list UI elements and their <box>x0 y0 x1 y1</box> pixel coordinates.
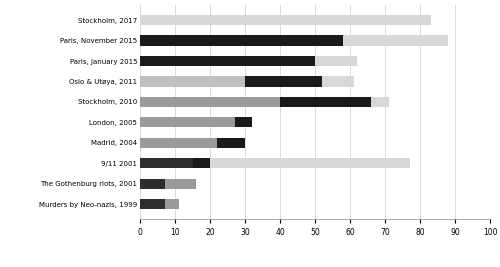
Bar <box>280 97 371 107</box>
Bar <box>210 158 410 168</box>
Bar <box>140 138 217 148</box>
Bar <box>234 117 252 127</box>
Bar <box>164 199 178 209</box>
Bar <box>140 76 245 87</box>
Bar <box>322 76 354 87</box>
Bar <box>140 179 164 189</box>
Bar <box>164 179 196 189</box>
Bar <box>140 199 164 209</box>
Bar <box>315 56 357 66</box>
Bar <box>140 158 192 168</box>
Bar <box>140 36 343 46</box>
Bar <box>217 138 245 148</box>
Bar <box>140 15 430 25</box>
Bar <box>192 158 210 168</box>
Bar <box>245 76 322 87</box>
Bar <box>343 36 448 46</box>
Bar <box>140 97 280 107</box>
Bar <box>371 97 388 107</box>
Bar <box>140 56 315 66</box>
Bar <box>140 117 234 127</box>
